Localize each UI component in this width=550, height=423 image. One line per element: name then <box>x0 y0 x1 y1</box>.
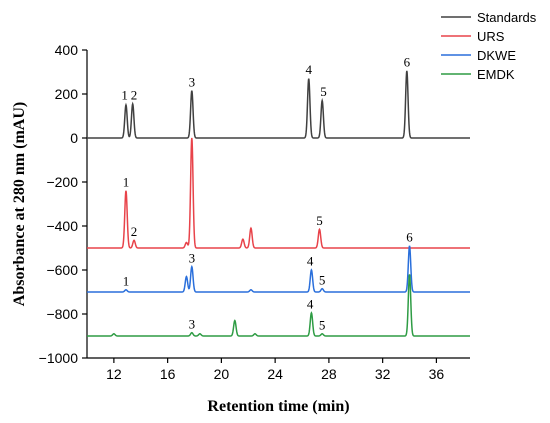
legend-label: Standards <box>477 10 537 25</box>
peak-label: 1 <box>121 88 128 103</box>
peak-label: 1 <box>123 273 130 288</box>
y-tick-label: 400 <box>55 42 79 58</box>
peak-label: 3 <box>189 250 196 265</box>
peak-label: 6 <box>406 229 413 244</box>
peak-label: 4 <box>305 62 312 77</box>
y-tick-label: −200 <box>46 174 78 190</box>
x-tick-label: 20 <box>214 366 230 382</box>
x-tick-label: 16 <box>160 366 176 382</box>
x-tick-label: 24 <box>267 366 283 382</box>
y-tick-label: −600 <box>46 262 78 278</box>
x-axis-title: Retention time (min) <box>207 398 349 415</box>
x-tick-label: 12 <box>106 366 122 382</box>
x-tick-label: 32 <box>375 366 391 382</box>
peak-label: 6 <box>404 55 411 70</box>
x-tick-label: 36 <box>429 366 445 382</box>
series-layer <box>87 70 470 337</box>
peak-label: 3 <box>189 74 196 89</box>
y-tick-label: −1000 <box>39 350 79 366</box>
peak-label: 5 <box>319 272 326 287</box>
peak-label: 4 <box>307 297 314 312</box>
y-axis-title: Absorbance at 280 nm (mAU) <box>11 102 28 306</box>
x-tick-label: 28 <box>321 366 337 382</box>
series-line-urs <box>87 137 470 249</box>
y-tick-label: 200 <box>55 86 79 102</box>
peak-label: 5 <box>320 84 327 99</box>
y-tick-label: 0 <box>70 130 78 146</box>
series-line-standards <box>87 70 470 139</box>
peak-label: 4 <box>307 254 314 269</box>
y-tick-label: −800 <box>46 306 78 322</box>
series-line-dkwe <box>87 245 470 293</box>
peak-label: 1 <box>123 174 130 189</box>
peak-label: 5 <box>319 317 326 332</box>
legend-label: DKWE <box>477 48 516 63</box>
y-tick-label: −400 <box>46 218 78 234</box>
peak-label: 2 <box>131 88 138 103</box>
legend: Standards URS DKWE EMDK <box>441 10 537 82</box>
legend-label: EMDK <box>477 67 515 82</box>
legend-label: URS <box>477 29 505 44</box>
peak-label: 2 <box>131 224 138 239</box>
peak-label: 5 <box>316 213 323 228</box>
peak-label: 3 <box>189 316 196 331</box>
series-line-emdk <box>87 274 470 337</box>
